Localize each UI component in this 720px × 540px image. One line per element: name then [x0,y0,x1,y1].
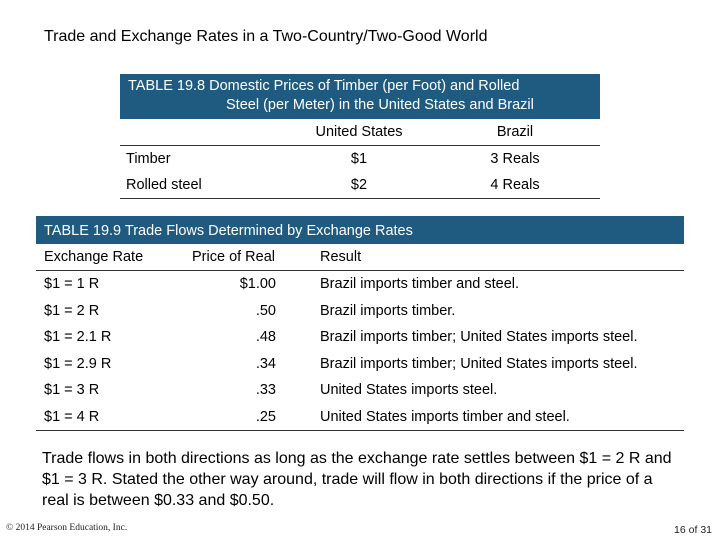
table-19-8-title-line2: Steel (per Meter) in the United States a… [226,97,534,113]
table-row: Timber $1 3 Reals [120,146,600,172]
cell-result: Brazil imports timber; United States imp… [320,329,638,346]
cell-exchange-rate: $1 = 1 R [44,276,100,293]
row-label: Rolled steel [126,177,202,193]
cell-exchange-rate: $1 = 2.9 R [44,355,112,372]
cell-exchange-rate: $1 = 2.1 R [44,329,112,346]
table-19-9-title: TABLE 19.9 Trade Flows Determined by Exc… [36,216,684,244]
cell-exchange-rate: $1 = 4 R [44,408,100,425]
table-row: $1 = 2.1 R .48 Brazil imports timber; Un… [36,324,684,351]
table-row: $1 = 2 R .50 Brazil imports timber. [36,298,684,325]
copyright-notice: © 2014 Pearson Education, Inc. [6,523,128,533]
cell-result: Brazil imports timber and steel. [320,276,520,293]
cell-brazil-price: 3 Reals [490,151,540,167]
cell-result: United States imports steel. [320,382,498,399]
cell-exchange-rate: $1 = 3 R [44,382,100,399]
column-header-exchange-rate: Exchange Rate [44,249,144,265]
cell-price-of-real: $1.00 [239,276,276,293]
cell-price-of-real: .34 [255,355,276,372]
column-header-price-of-real: Price of Real [192,249,276,265]
table-19-9-header-row: Exchange Rate Price of Real Result [36,244,684,271]
table-row: $1 = 4 R .25 United States imports timbe… [36,404,684,431]
table-19-8: TABLE 19.8 Domestic Prices of Timber (pe… [120,74,600,199]
table-19-8-title: TABLE 19.8 Domestic Prices of Timber (pe… [120,74,600,119]
table-row: $1 = 1 R $1.00 Brazil imports timber and… [36,271,684,298]
page-number: 16 of 31 [674,524,712,536]
table-row: $1 = 3 R .33 United States imports steel… [36,377,684,404]
row-label: Timber [126,151,171,167]
cell-us-price: $1 [350,151,368,167]
table-row: $1 = 2.9 R .34 Brazil imports timber; Un… [36,351,684,378]
column-header-result: Result [320,249,362,265]
cell-price-of-real: .25 [255,408,276,425]
cell-price-of-real: .48 [255,329,276,346]
table-19-8-header-row: United States Brazil [120,119,600,146]
column-header-brazil: Brazil [496,124,534,140]
cell-result: United States imports timber and steel. [320,408,570,425]
table-19-8-title-line1: TABLE 19.8 Domestic Prices of Timber (pe… [128,78,520,94]
cell-result: Brazil imports timber. [320,302,456,319]
summary-paragraph: Trade flows in both directions as long a… [42,450,672,509]
column-header-united-states: United States [315,124,403,140]
table-19-9: TABLE 19.9 Trade Flows Determined by Exc… [36,216,684,431]
slide-title: Trade and Exchange Rates in a Two-Countr… [44,28,488,45]
cell-result: Brazil imports timber; United States imp… [320,355,638,372]
table-row: Rolled steel $2 4 Reals [120,172,600,199]
cell-us-price: $2 [350,177,368,193]
cell-price-of-real: .50 [255,302,276,319]
cell-price-of-real: .33 [255,382,276,399]
cell-exchange-rate: $1 = 2 R [44,302,100,319]
cell-brazil-price: 4 Reals [490,177,540,193]
